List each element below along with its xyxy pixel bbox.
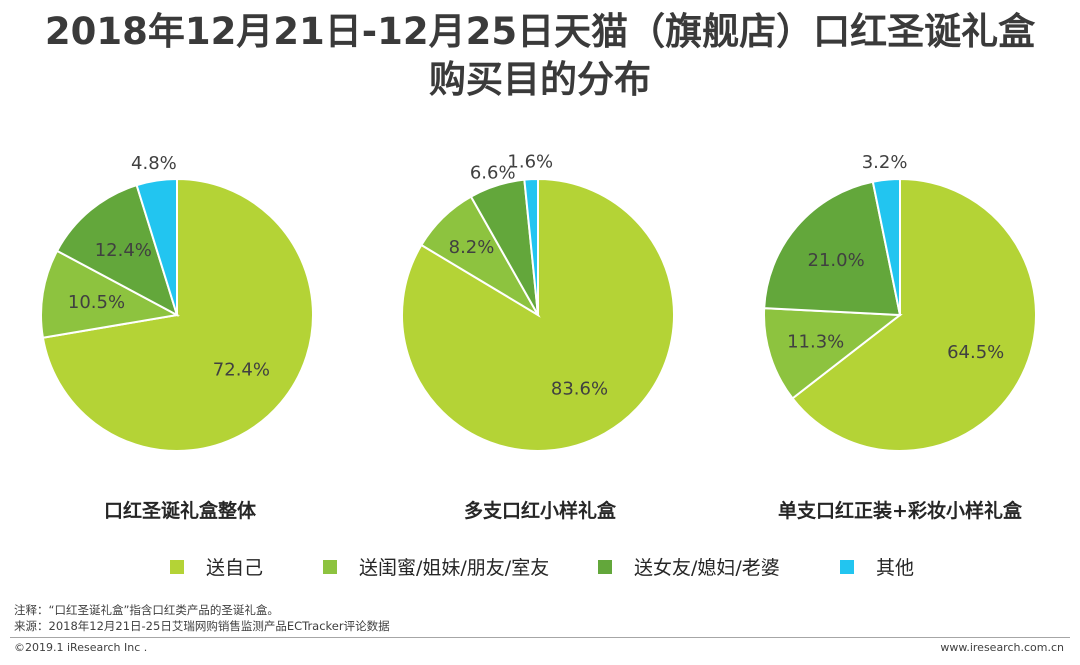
legend-label-other: 其他 — [876, 557, 915, 579]
pie-3-label-other: 3.2% — [862, 152, 908, 173]
legend-label-self: 送自己 — [206, 557, 264, 579]
website-link[interactable]: www.iresearch.com.cn — [940, 641, 1064, 654]
legend-label-bestie: 送闺蜜/姐妹/朋友/室友 — [359, 557, 550, 579]
pie-1-label-bestie: 10.5% — [68, 292, 125, 313]
pie-3-slice-bestie — [763, 307, 903, 400]
chart-title-line1: 2018年12月21日-12月25日天猫（旗舰店）口红圣诞礼盒 — [44, 10, 1036, 53]
pie-2-label-bestie: 8.2% — [449, 237, 495, 258]
pie-2: 83.6% 8.2% 6.6%1.6% — [401, 152, 675, 452]
pie-2-label-other: 1.6% — [507, 152, 553, 173]
pie-3-label-partner: 21.0% — [808, 250, 865, 271]
pie-3-label-self: 64.5% — [947, 342, 1004, 363]
pie-1-label-partner: 12.4% — [95, 240, 152, 261]
legend-label-partner: 送女友/媳妇/老婆 — [634, 557, 780, 579]
pie-2-title: 多支口红小样礼盒 — [463, 500, 616, 522]
legend-item-bestie: 送闺蜜/姐妹/朋友/室友 — [323, 553, 549, 580]
chart-title-line2: 购买目的分布 — [429, 58, 651, 101]
pie-1-slice-partner — [55, 183, 179, 318]
pie-1-label-other: 4.8% — [131, 153, 177, 174]
pie-3: 64.5% 11.3% 21.0% 3.2% — [763, 152, 1037, 452]
legend: 送自己 送闺蜜/姐妹/朋友/室友 送女友/媳妇/老婆 其他 — [0, 553, 1080, 583]
pie-1-slice-bestie — [40, 249, 181, 339]
note-text: 注释：“口红圣诞礼盒”指含口红类产品的圣诞礼盒。 — [14, 603, 279, 617]
pie-1: 72.4% 10.5% 12.4% 4.8% — [40, 153, 314, 452]
legend-swatch-self — [170, 559, 184, 574]
legend-swatch-partner — [598, 559, 612, 574]
legend-item-other: 其他 — [840, 553, 914, 580]
chart-title: 2018年12月21日-12月25日天猫（旗舰店）口红圣诞礼盒 购买目的分布 — [0, 8, 1080, 104]
pie-2-slice-other — [523, 177, 539, 316]
pie-3-slice-partner — [763, 180, 902, 317]
pie-3-label-bestie: 11.3% — [787, 332, 844, 353]
legend-item-partner: 送女友/媳妇/老婆 — [598, 553, 780, 580]
pie-1-label-self: 72.4% — [213, 359, 270, 380]
legend-swatch-other — [840, 559, 854, 574]
legend-swatch-bestie — [323, 559, 337, 574]
pie-2-label-partner: 6.6% — [470, 162, 516, 183]
footer-divider — [10, 637, 1070, 638]
pie-3-slice-other — [871, 177, 901, 316]
source-text: 来源：2018年12月21日-25日艾瑞网购销售监测产品ECTracker评论数… — [14, 619, 390, 633]
pie-3-title: 单支口红正装+彩妆小样礼盒 — [778, 500, 1022, 522]
legend-item-self: 送自己 — [170, 553, 263, 580]
pie-2-label-self: 83.6% — [551, 378, 608, 399]
copyright-text: ©2019.1 iResearch Inc . — [14, 641, 148, 654]
pie-3-slice-self — [791, 177, 1037, 452]
pie-1-title: 口红圣诞礼盒整体 — [103, 500, 256, 522]
pie-1-slice-other — [135, 177, 178, 316]
